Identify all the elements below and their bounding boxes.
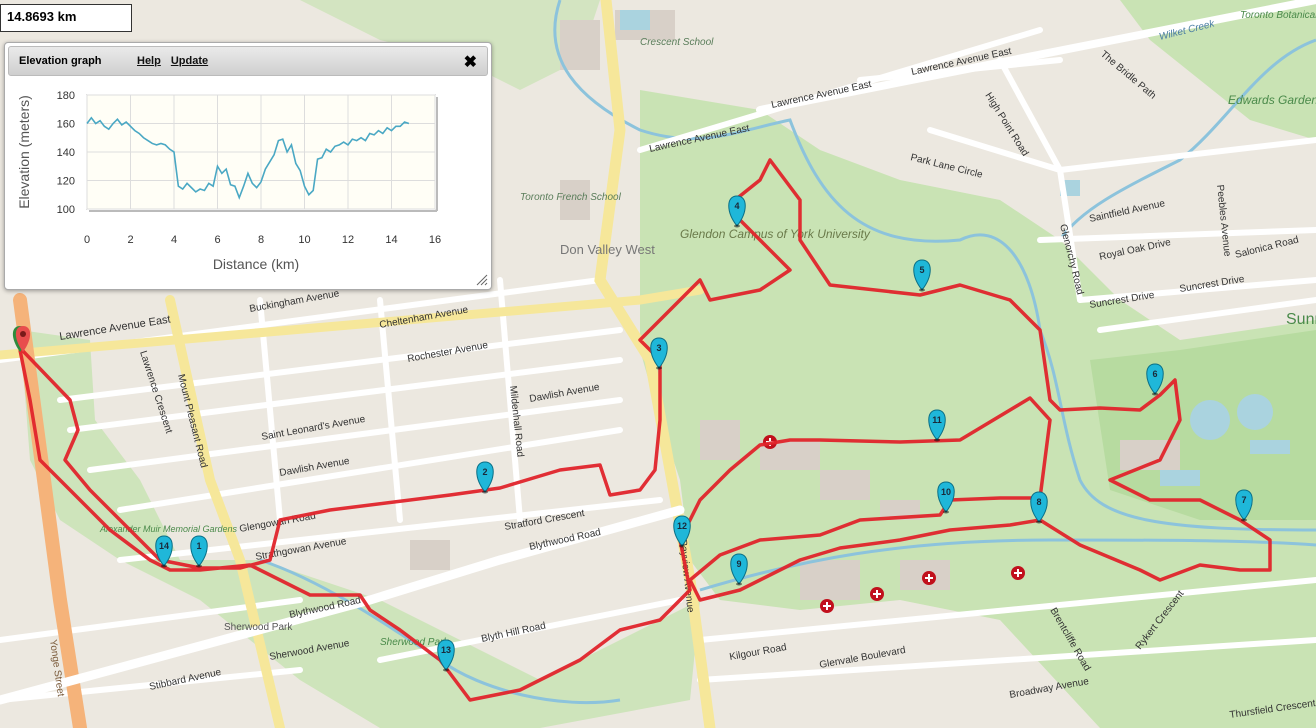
place-label: Crescent School <box>640 37 714 48</box>
help-link[interactable]: Help <box>137 55 161 67</box>
place-label: Edwards Gardens <box>1228 93 1316 107</box>
elevation-panel: Elevation graph Help Update ✖ 0 2 4 6 8 10 12 1… <box>4 42 492 290</box>
y-axis-label: Elevation (meters) <box>16 95 32 209</box>
elevation-chart: 0 2 4 6 8 10 12 14 16 180 160 140 120 100 Distance (km… <box>16 90 441 272</box>
place-label: Alexander Muir Memorial Gardens <box>99 524 238 534</box>
resize-grip-icon[interactable] <box>476 274 488 286</box>
route-marker-label: 3 <box>656 343 661 353</box>
route-marker-pin-icon[interactable]: 3 <box>650 337 668 370</box>
route-marker-label: 6 <box>1152 369 1157 379</box>
route-marker-pin-icon[interactable]: 7 <box>1235 489 1253 522</box>
update-link[interactable]: Update <box>170 55 209 67</box>
route-marker-pin-icon[interactable]: 12 <box>673 515 691 548</box>
x-tick-label: 8 <box>258 234 264 246</box>
route-marker-pin-icon[interactable]: 11 <box>928 409 946 442</box>
minor-roads <box>0 27 1316 703</box>
route-marker-label: 4 <box>734 201 739 211</box>
place-label: Toronto Botanical Garden <box>1240 10 1316 21</box>
x-axis-label: Distance (km) <box>213 256 299 272</box>
y-tick-label: 160 <box>57 119 75 131</box>
route-marker-label: 10 <box>941 487 951 497</box>
x-tick-label: 4 <box>171 234 177 246</box>
x-tick-label: 16 <box>429 234 441 246</box>
x-tick-label: 10 <box>298 234 310 246</box>
route-marker-pin-icon[interactable]: 14 <box>155 535 173 568</box>
route-marker-label: 9 <box>736 559 741 569</box>
route-marker-label: 2 <box>482 467 487 477</box>
route-marker-pin-icon[interactable]: 5 <box>913 259 931 292</box>
route-marker-label: 1 <box>196 541 201 551</box>
close-icon[interactable]: ✖ <box>463 54 477 71</box>
place-label: Sherwood Park <box>224 622 293 633</box>
x-tick-label: 12 <box>342 234 354 246</box>
route-marker-label: 8 <box>1036 497 1041 507</box>
y-tick-label: 100 <box>57 204 75 216</box>
place-label: Sunnybrook <box>1286 311 1316 328</box>
route-marker-label: 11 <box>932 415 942 425</box>
route-marker-pin-icon[interactable]: 1 <box>190 535 208 568</box>
x-tick-label: 0 <box>84 234 90 246</box>
elevation-series-line <box>86 116 410 200</box>
route-marker-pin-icon[interactable]: 9 <box>730 553 748 586</box>
x-tick-label: 14 <box>385 234 397 246</box>
route-marker-label: 13 <box>441 645 451 655</box>
route-marker-pin-icon[interactable]: 2 <box>476 461 494 494</box>
route-marker-pin-icon[interactable]: 6 <box>1146 363 1164 396</box>
y-tick-label: 140 <box>57 147 75 159</box>
y-tick-label: 180 <box>57 90 75 102</box>
place-label: Toronto French School <box>520 192 622 203</box>
x-tick-label: 6 <box>214 234 220 246</box>
route-marker-pin-icon[interactable]: 10 <box>937 481 955 514</box>
x-tick-label: 2 <box>127 234 133 246</box>
elevation-panel-title: Elevation graph <box>19 55 102 67</box>
distance-readout: 14.8693 km <box>0 4 132 32</box>
route-marker-label: 14 <box>159 541 169 551</box>
route-marker-label: 12 <box>677 521 687 531</box>
route-marker-pin-icon[interactable]: 13 <box>437 639 455 672</box>
route-marker-label: 5 <box>919 265 924 275</box>
route-marker-label: 7 <box>1241 495 1246 505</box>
hospital-icons <box>763 435 1025 613</box>
elevation-panel-header[interactable]: Elevation graph Help Update ✖ <box>8 46 488 76</box>
route-marker-pin-icon[interactable]: 4 <box>728 195 746 228</box>
route-marker-pin-icon[interactable]: 8 <box>1030 491 1048 524</box>
ponds <box>620 10 1290 486</box>
start-pin-icon[interactable] <box>12 326 31 352</box>
y-tick-label: 120 <box>57 176 75 188</box>
place-label: Don Valley West <box>560 242 655 257</box>
route-line <box>18 158 1272 702</box>
place-label: Glendon Campus of York University <box>680 227 871 241</box>
